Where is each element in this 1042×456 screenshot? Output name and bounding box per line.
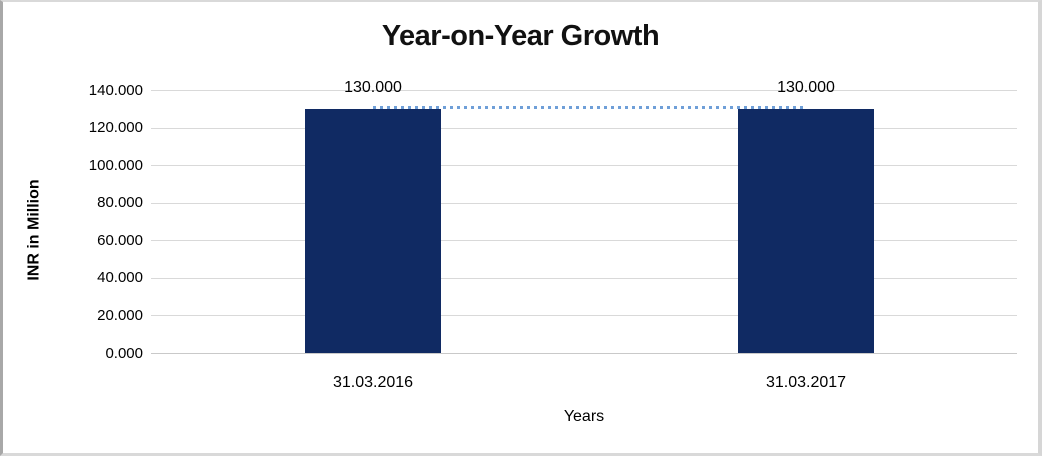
data-label-2017: 130.000 <box>777 79 835 96</box>
gridline <box>151 90 1017 91</box>
chart-title: Year-on-Year Growth <box>381 20 660 52</box>
data-label-2016: 130.000 <box>344 79 402 96</box>
x-axis-title: Years <box>563 408 605 425</box>
y-tick-label-40: 40.000 <box>97 269 143 286</box>
dotted-connector-line <box>373 106 806 109</box>
x-tick-label-2017: 31.03.2017 <box>765 374 847 391</box>
x-axis-line <box>151 353 1017 354</box>
y-tick-label-60: 60.000 <box>97 232 143 249</box>
gridline <box>151 240 1017 241</box>
plot-area: 130.000 130.000 31.03.2016 31.03.2017 Ye… <box>151 79 1017 425</box>
x-tick-label-2016: 31.03.2016 <box>332 374 414 391</box>
y-tick-label-140: 140.000 <box>88 82 143 99</box>
gridline <box>151 165 1017 166</box>
bar-2017 <box>738 109 874 353</box>
y-tick-label-20: 20.000 <box>97 307 143 324</box>
y-tick-label-120: 120.000 <box>88 119 143 136</box>
gridline <box>151 278 1017 279</box>
y-tick-label-80: 80.000 <box>97 194 143 211</box>
gridline <box>151 128 1017 129</box>
gridline <box>151 203 1017 204</box>
y-tick-label-100: 100.000 <box>88 157 143 174</box>
bar-2016 <box>305 109 441 353</box>
y-tick-label-0: 0.000 <box>105 345 143 362</box>
gridline <box>151 315 1017 316</box>
